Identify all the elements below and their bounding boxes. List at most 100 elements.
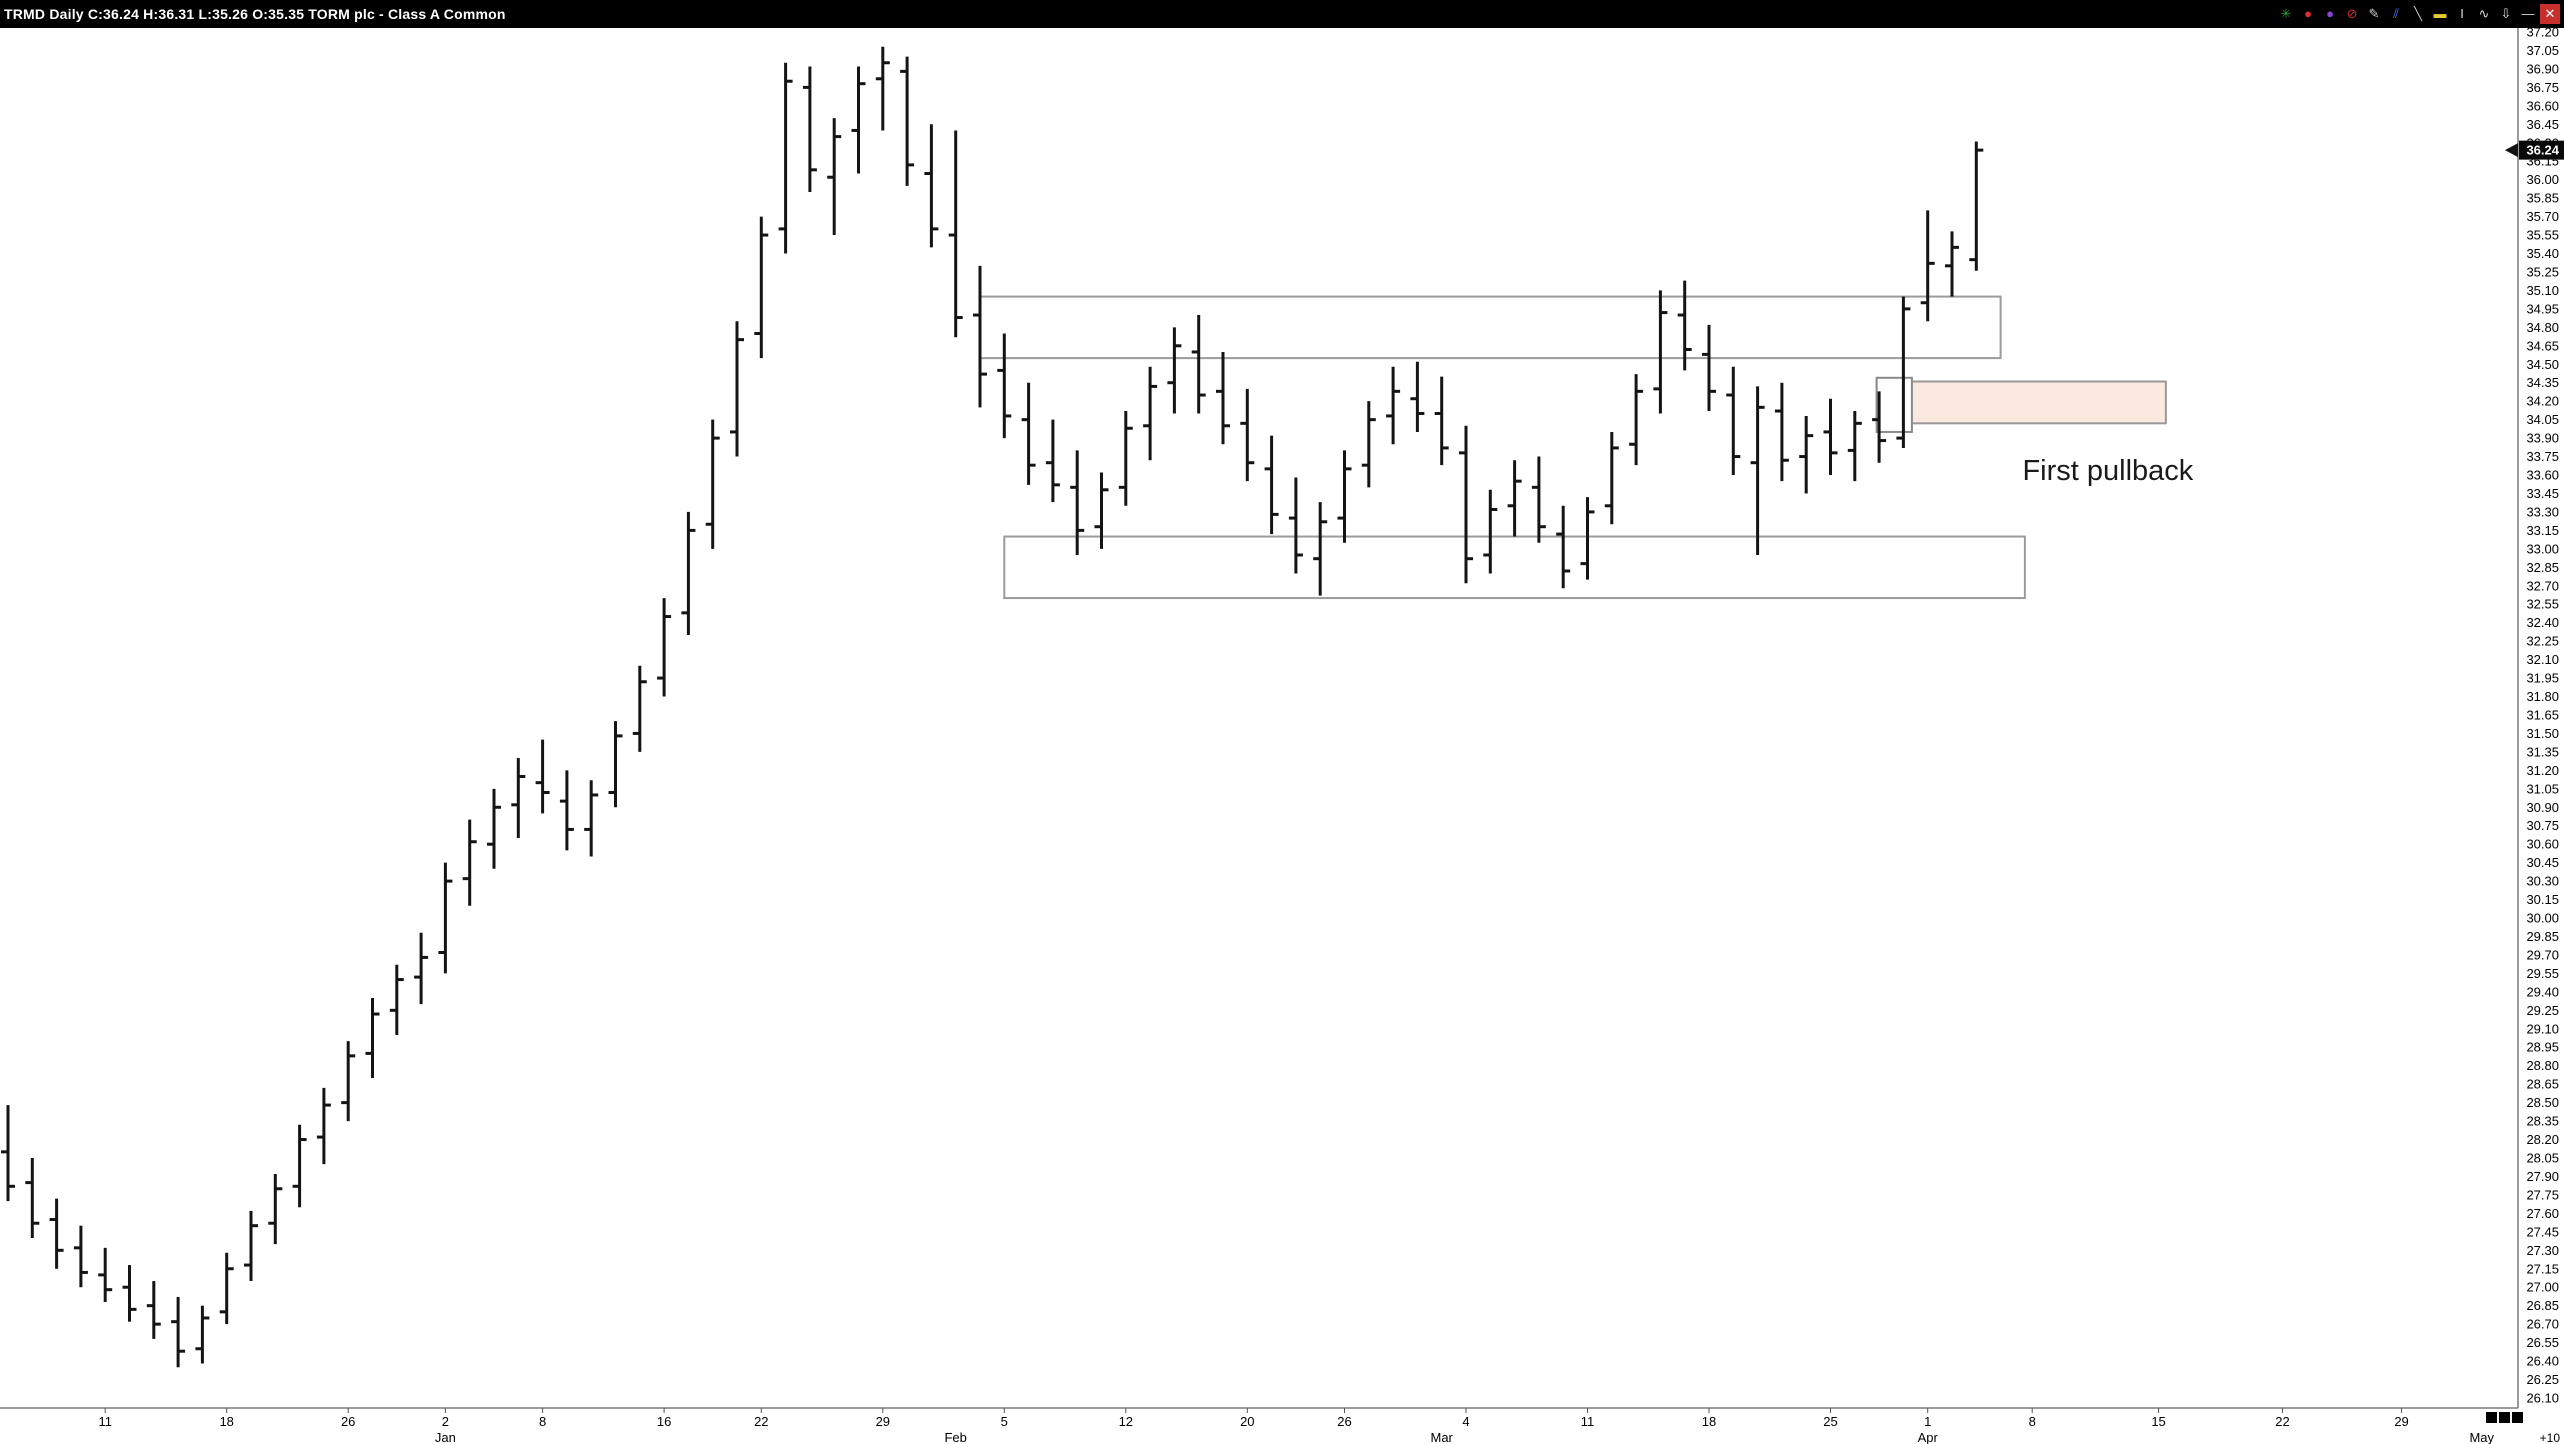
date-tick-label: 22 [2275, 1414, 2289, 1429]
price-tick-label: 29.40 [2526, 984, 2559, 999]
bottom-right-blocks-icon[interactable] [2512, 1412, 2523, 1423]
date-tick-label: 18 [1702, 1414, 1716, 1429]
price-tick-label: 27.15 [2526, 1261, 2559, 1276]
price-tick-label: 30.90 [2526, 800, 2559, 815]
date-tick-label: 22 [754, 1414, 768, 1429]
price-tick-label: 35.55 [2526, 228, 2559, 243]
date-tick-label: 5 [1001, 1414, 1008, 1429]
price-tick-label: 28.65 [2526, 1077, 2559, 1092]
bottom-right-blocks-icon[interactable] [2486, 1412, 2497, 1423]
date-tick-label: 20 [1240, 1414, 1254, 1429]
price-tick-label: 27.45 [2526, 1224, 2559, 1239]
price-tick-label: 33.00 [2526, 541, 2559, 556]
arrow-down-icon[interactable]: ⇩ [2500, 6, 2512, 21]
price-tick-label: 32.55 [2526, 597, 2559, 612]
price-tick-label: 34.80 [2526, 320, 2559, 335]
price-tick-label: 34.20 [2526, 394, 2559, 409]
text-tool-icon[interactable]: I [2460, 6, 2464, 21]
breakout-day-box[interactable] [1875, 376, 1913, 433]
toolbar: ✳ ● ● ⊘ ✎ ⫽ ╲ ▬ I ∿ ⇩ — ✕ [2274, 4, 2560, 24]
date-tick-label: 25 [1823, 1414, 1837, 1429]
price-tick-label: 36.75 [2526, 80, 2559, 95]
price-tick-label: 30.15 [2526, 892, 2559, 907]
price-tick-label: 30.75 [2526, 818, 2559, 833]
price-tick-label: 35.70 [2526, 209, 2559, 224]
price-tick-label: 30.00 [2526, 911, 2559, 926]
price-tick-label: 28.95 [2526, 1040, 2559, 1055]
price-tick-label: 28.50 [2526, 1095, 2559, 1110]
zigzag-icon[interactable]: ∿ [2478, 6, 2490, 21]
date-tick-label: 18 [219, 1414, 233, 1429]
purple-ball-icon[interactable]: ● [2326, 6, 2334, 21]
date-tick-label: 16 [657, 1414, 671, 1429]
support-zone-box[interactable] [1003, 535, 2026, 600]
date-tick-label: 12 [1119, 1414, 1133, 1429]
price-tick-label: 35.10 [2526, 283, 2559, 298]
price-tick-label: 36.00 [2526, 172, 2559, 187]
last-price-label: 36.24 [2526, 143, 2559, 158]
price-tick-label: 29.10 [2526, 1021, 2559, 1036]
parallel-lines-icon[interactable]: ⫽ [2393, 6, 2399, 21]
date-tick-label: 1 [1924, 1414, 1931, 1429]
price-tick-label: 32.70 [2526, 578, 2559, 593]
last-price-badge [2519, 140, 2564, 160]
price-tick-label: 33.75 [2526, 449, 2559, 464]
axis-zoom-label[interactable]: +10 [2540, 1431, 2561, 1444]
price-tick-label: 33.45 [2526, 486, 2559, 501]
price-tick-label: 31.50 [2526, 726, 2559, 741]
price-tick-label: 30.30 [2526, 874, 2559, 889]
price-tick-label: 36.90 [2526, 61, 2559, 76]
price-tick-label: 32.40 [2526, 615, 2559, 630]
red-ball-icon[interactable]: ● [2304, 6, 2312, 21]
date-tick-label: 11 [1581, 1414, 1595, 1429]
title-bar: TRMD Daily C:36.24 H:36.31 L:35.26 O:35.… [0, 0, 2564, 28]
price-tick-label: 34.50 [2526, 357, 2559, 372]
price-tick-label: 26.25 [2526, 1372, 2559, 1387]
price-tick-label: 31.35 [2526, 744, 2559, 759]
month-tick-label: Mar [1431, 1430, 1454, 1444]
date-tick-label: 26 [341, 1414, 355, 1429]
trendline-icon[interactable]: ╲ [2414, 6, 2422, 21]
price-tick-label: 30.45 [2526, 855, 2559, 870]
bottom-right-blocks-icon[interactable] [2499, 1412, 2510, 1423]
price-tick-label: 34.35 [2526, 375, 2559, 390]
pencil-icon[interactable]: ✎ [2368, 6, 2380, 21]
price-tick-label: 27.00 [2526, 1280, 2559, 1295]
date-tick-label: 2 [442, 1414, 449, 1429]
price-tick-label: 27.60 [2526, 1206, 2559, 1221]
date-tick-label: 29 [876, 1414, 890, 1429]
month-tick-label: May [2469, 1430, 2494, 1444]
price-tick-label: 30.60 [2526, 837, 2559, 852]
date-tick-label: 4 [1462, 1414, 1469, 1429]
price-tick-label: 37.05 [2526, 43, 2559, 58]
minimize-icon[interactable]: — [2521, 6, 2535, 21]
date-tick-label: 15 [2151, 1414, 2165, 1429]
price-tick-label: 29.55 [2526, 966, 2559, 981]
close-icon[interactable]: ✕ [2540, 4, 2560, 24]
date-tick-label: 11 [98, 1414, 112, 1429]
first-pullback-box[interactable] [1875, 380, 2167, 425]
resistance-zone-box[interactable] [979, 295, 2002, 360]
price-tick-label: 33.60 [2526, 468, 2559, 483]
price-tick-label: 35.40 [2526, 246, 2559, 261]
chart-title: TRMD Daily C:36.24 H:36.31 L:35.26 O:35.… [4, 6, 506, 22]
date-tick-label: 8 [539, 1414, 546, 1429]
price-tick-label: 27.30 [2526, 1243, 2559, 1258]
price-tick-label: 28.80 [2526, 1058, 2559, 1073]
date-tick-label: 29 [2394, 1414, 2408, 1429]
price-tick-label: 26.70 [2526, 1317, 2559, 1332]
price-tick-label: 29.85 [2526, 929, 2559, 944]
price-tick-label: 34.95 [2526, 301, 2559, 316]
price-tick-label: 32.85 [2526, 560, 2559, 575]
no-entry-icon[interactable]: ⊘ [2346, 6, 2358, 21]
green-asterisk-icon[interactable]: ✳ [2280, 6, 2292, 21]
month-tick-label: Jan [435, 1430, 456, 1444]
price-tick-label: 26.10 [2526, 1390, 2559, 1405]
note-icon[interactable]: ▬ [2433, 6, 2447, 21]
annotation-first-pullback[interactable]: First pullback [2022, 455, 2193, 487]
price-tick-label: 31.80 [2526, 689, 2559, 704]
price-tick-label: 33.90 [2526, 431, 2559, 446]
price-tick-label: 31.05 [2526, 781, 2559, 796]
